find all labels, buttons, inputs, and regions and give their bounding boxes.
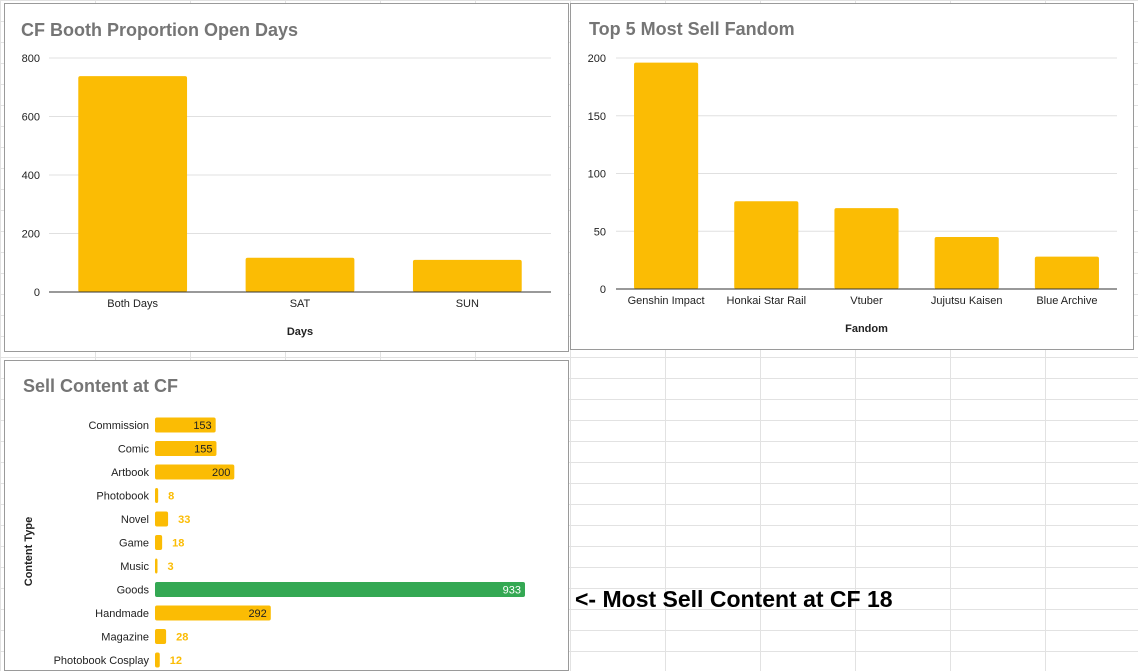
y-tick-label: 100 [588,169,606,181]
bar-vtuber [834,208,899,289]
bar-goods [155,582,525,597]
y-tick-label: 0 [600,284,606,296]
data-label-artbook: 200 [212,467,230,479]
y-tick-label: Artbook [111,467,149,479]
data-label-music: 3 [168,561,174,573]
data-label-handmade: 292 [248,608,266,620]
y-tick-label: 200 [588,53,606,65]
y-tick-label: Commission [88,420,149,432]
data-label-commission: 153 [193,420,211,432]
data-label-goods: 933 [503,585,521,597]
x-tick-label: Blue Archive [1036,295,1097,307]
bar-comic [155,441,217,456]
x-tick-label: Genshin Impact [628,295,705,307]
most-sell-annotation: <- Most Sell Content at CF 18 [575,586,893,612]
x-tick-label: Both Days [107,298,158,310]
bar-genshin-impact [634,62,699,290]
bar-game [155,535,163,550]
chart-title: Top 5 Most Sell Fandom [589,19,795,39]
bar-sat [245,257,355,292]
bar-handmade [155,605,271,621]
y-tick-label: 800 [22,53,40,65]
x-tick-label: SUN [456,298,479,310]
bar-sun [412,259,522,292]
y-tick-label: Handmade [95,608,149,620]
bar-magazine [155,629,167,644]
y-tick-label: Comic [118,444,150,456]
data-label-magazine: 28 [176,632,188,644]
y-axis-title: Content Type [23,517,35,586]
y-tick-label: 0 [34,287,40,299]
top-fandom-chart: Top 5 Most Sell Fandom 0 50 100 150 200 Genshi… [588,19,1117,335]
bar-novel [155,511,169,527]
data-label-game: 18 [172,538,184,550]
x-tick-label: SAT [290,298,311,310]
y-tick-label: 200 [22,229,40,241]
open-days-chart: CF Booth Proportion Open Days 0 200 400 600 8… [21,20,551,338]
bar-blue-archive [1034,256,1099,289]
bar-photobook [155,488,159,503]
bar-artbook [155,464,235,480]
bar-both-days [78,76,188,292]
bar-photobook-cosplay [155,652,160,668]
x-tick-label: Vtuber [850,295,883,307]
sell-content-chart: Sell Content at CF Content Type Commission… [23,376,525,668]
bar-music [155,558,158,574]
y-tick-label: Goods [117,585,150,597]
chart-panel-sell-content: Sell Content at CF Content Type Commission… [4,360,569,671]
y-tick-label: Magazine [101,632,149,644]
y-tick-label: Photobook [96,491,149,503]
data-label-novel: 33 [178,514,190,526]
data-label-photobook: 8 [168,491,174,503]
y-tick-label: Music [120,561,149,573]
chart-panel-open-days: CF Booth Proportion Open Days 0 200 400 600 8… [4,3,569,352]
y-tick-label: 150 [588,111,606,123]
y-tick-label: 50 [594,226,606,238]
y-tick-label: Game [119,538,149,550]
data-label-photobook-cosplay: 12 [170,655,182,667]
bar-commission [155,417,216,433]
chart-panel-top-fandom: Top 5 Most Sell Fandom 0 50 100 150 200 Genshi… [570,3,1134,350]
x-tick-label: Honkai Star Rail [727,295,806,307]
x-tick-label: Jujutsu Kaisen [931,295,1003,307]
bar-jujutsu-kaisen [934,237,999,289]
x-axis-title: Days [287,326,313,338]
chart-title: CF Booth Proportion Open Days [21,20,298,40]
y-tick-label: Novel [121,514,149,526]
chart-title: Sell Content at CF [23,376,178,396]
y-tick-label: 400 [22,170,40,182]
y-tick-label: Photobook Cosplay [54,655,150,667]
bar-honkai-star-rail [734,201,799,289]
y-tick-label: 600 [22,112,40,124]
x-axis-title: Fandom [845,323,888,335]
data-label-comic: 155 [194,444,212,456]
